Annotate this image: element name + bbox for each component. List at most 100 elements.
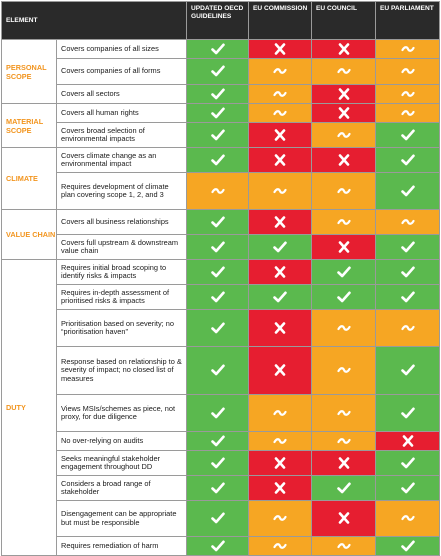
rating-cell-oecd <box>186 259 250 285</box>
rating-cell-oecd <box>186 431 250 451</box>
rating-cell-oecd <box>186 450 250 476</box>
tilde-icon <box>336 407 351 419</box>
rating-cell-eu-commission <box>248 259 313 285</box>
check-icon <box>210 154 225 166</box>
criterion-label: No over-relying on audits <box>55 431 188 451</box>
rating-cell-eu-parliament <box>375 450 441 476</box>
cross-icon <box>401 434 415 447</box>
check-icon <box>210 241 225 253</box>
check-icon <box>210 291 225 303</box>
rating-cell-oecd <box>186 84 250 104</box>
table-row: Covers broad selection of environmental … <box>2 122 441 148</box>
header-eu-council: EU COUNCIL <box>311 1 377 40</box>
rating-cell-eu-commission <box>248 536 313 556</box>
rating-cell-eu-council <box>311 39 377 59</box>
cross-icon <box>337 456 351 469</box>
tilde-icon <box>336 185 351 197</box>
check-icon <box>210 435 225 447</box>
check-icon <box>400 185 415 197</box>
rating-cell-eu-council <box>311 309 377 347</box>
rating-cell-eu-council <box>311 103 377 123</box>
rating-cell-eu-commission <box>248 431 313 451</box>
tilde-icon <box>273 107 287 119</box>
cross-icon <box>273 456 287 469</box>
rating-cell-eu-parliament <box>375 346 441 395</box>
rating-cell-eu-parliament <box>375 475 441 501</box>
rating-cell-eu-commission <box>248 309 313 347</box>
rating-cell-oecd <box>186 39 250 59</box>
check-icon <box>400 266 415 278</box>
rating-cell-eu-council <box>311 122 377 148</box>
check-icon <box>210 43 225 55</box>
rating-cell-eu-council <box>311 475 377 501</box>
tilde-icon <box>273 185 287 197</box>
rating-cell-eu-council <box>311 58 377 85</box>
rating-cell-eu-council <box>311 346 377 395</box>
category-label: PERSONAL SCOPE <box>1 39 57 104</box>
rating-cell-eu-parliament <box>375 84 441 104</box>
tilde-icon <box>336 216 351 228</box>
tilde-icon <box>273 88 287 100</box>
rating-cell-eu-commission <box>248 39 313 59</box>
rating-cell-eu-parliament <box>375 58 441 85</box>
check-icon <box>400 154 415 166</box>
tilde-icon <box>273 407 287 419</box>
criterion-label: Response based on relationship to & seve… <box>55 346 188 395</box>
check-icon <box>210 540 225 552</box>
rating-cell-eu-council <box>311 84 377 104</box>
rating-cell-oecd <box>186 172 250 210</box>
rating-cell-oecd <box>186 309 250 347</box>
rating-cell-eu-parliament <box>375 309 441 347</box>
rating-cell-oecd <box>186 536 250 556</box>
criterion-label: Covers all human rights <box>55 103 188 123</box>
table-row: PERSONAL SCOPE Covers companies of all si… <box>1 39 441 104</box>
cross-icon <box>337 240 351 253</box>
cross-icon <box>337 153 351 166</box>
rating-cell-eu-commission <box>248 284 313 310</box>
check-icon <box>210 129 225 141</box>
rating-cell-oecd <box>186 346 250 395</box>
tilde-icon <box>273 65 287 77</box>
criterion-label: Requires initial broad scoping to identi… <box>55 259 188 285</box>
rating-cell-eu-commission <box>248 103 313 123</box>
criterion-label: Requires in-depth assessment of prioriti… <box>55 284 188 310</box>
tilde-icon <box>210 185 225 197</box>
cross-icon <box>337 512 351 525</box>
rating-cell-eu-parliament <box>375 536 441 556</box>
criterion-label: Disengagement can be appropriate but mus… <box>55 500 188 537</box>
criterion-label: Covers climate change as an environmenta… <box>55 147 188 173</box>
rating-cell-eu-parliament <box>375 172 441 210</box>
rating-cell-oecd <box>186 209 250 235</box>
rating-cell-eu-commission <box>248 209 313 235</box>
rating-cell-eu-commission <box>248 147 313 173</box>
header-eu-commission: EU COMMISSION <box>248 1 313 40</box>
check-icon <box>400 364 415 376</box>
tilde-icon <box>336 364 351 376</box>
check-icon <box>400 241 415 253</box>
table-row: CLIMATE Covers climate change as an envir… <box>1 147 441 210</box>
check-icon <box>336 266 351 278</box>
rating-cell-eu-council <box>311 172 377 210</box>
cross-icon <box>337 87 351 100</box>
table-row: Seeks meaningful stakeholder engagement … <box>2 450 441 476</box>
table-row: Disengagement can be appropriate but mus… <box>2 500 441 537</box>
rating-cell-oecd <box>186 394 250 432</box>
rating-cell-eu-parliament <box>375 103 441 123</box>
criterion-label: Requires remediation of harm <box>55 536 188 556</box>
rating-cell-eu-commission <box>248 84 313 104</box>
table-row: Covers companies of all forms <box>2 58 441 85</box>
rating-cell-oecd <box>186 147 250 173</box>
table-row: Requires in-depth assessment of prioriti… <box>2 284 441 310</box>
tilde-icon <box>273 512 287 524</box>
criterion-label: Covers full upstream & downstream value … <box>55 234 188 260</box>
rating-cell-oecd <box>186 58 250 85</box>
tilde-icon <box>400 88 415 100</box>
rating-cell-eu-commission <box>248 172 313 210</box>
tilde-icon <box>400 216 415 228</box>
check-icon <box>273 241 287 253</box>
cross-icon <box>273 42 287 55</box>
check-icon <box>210 407 225 419</box>
header-element: ELEMENT <box>0 1 188 40</box>
rating-cell-eu-commission <box>248 122 313 148</box>
